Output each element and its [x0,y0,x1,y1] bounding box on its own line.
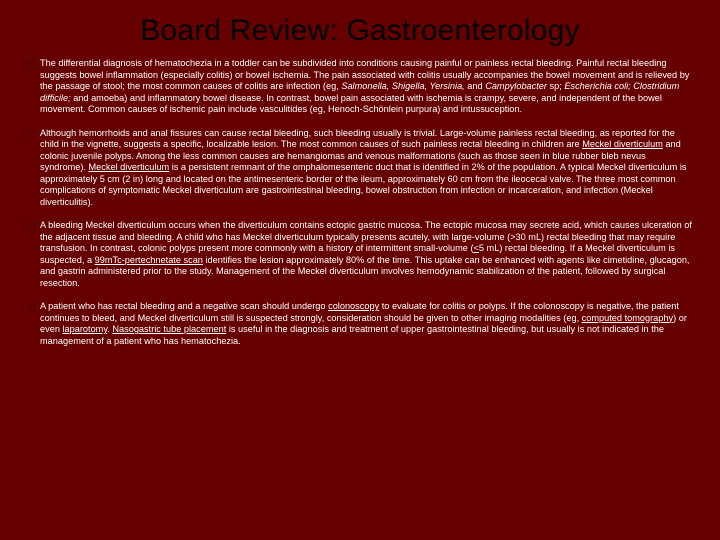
underline-text: Nasogastric tube placement [112,324,226,334]
text: A patient who has rectal bleeding and a … [40,301,328,311]
text: sp; [547,81,564,91]
paragraph-4: A patient who has rectal bleeding and a … [28,301,692,347]
text: and [465,81,485,91]
underline-text: colonoscopy [328,301,379,311]
paragraph-3: A bleeding Meckel diverticulum occurs wh… [28,220,692,289]
slide-title: Board Review: Gastroenterology [28,14,692,48]
underline-text: laparotomy [62,324,107,334]
underline-text: 99mTc-pertechnetate scan [95,255,203,265]
underline-text: Meckel diverticulum [582,139,663,149]
text: and amoeba) and inflammatory bowel disea… [40,93,662,115]
underline-text: Meckel diverticulum [89,162,170,172]
slide-container: Board Review: Gastroenterology The diffe… [0,0,720,540]
italic-text: Salmonella, Shigella, Yersinia, [341,81,464,91]
paragraph-1: The differential diagnosis of hematochez… [28,58,692,116]
paragraph-2: Although hemorrhoids and anal fissures c… [28,128,692,209]
underline-text: computed tomography [582,313,673,323]
text: Although hemorrhoids and anal fissures c… [40,128,675,150]
italic-text: Campylobacter [485,81,547,91]
